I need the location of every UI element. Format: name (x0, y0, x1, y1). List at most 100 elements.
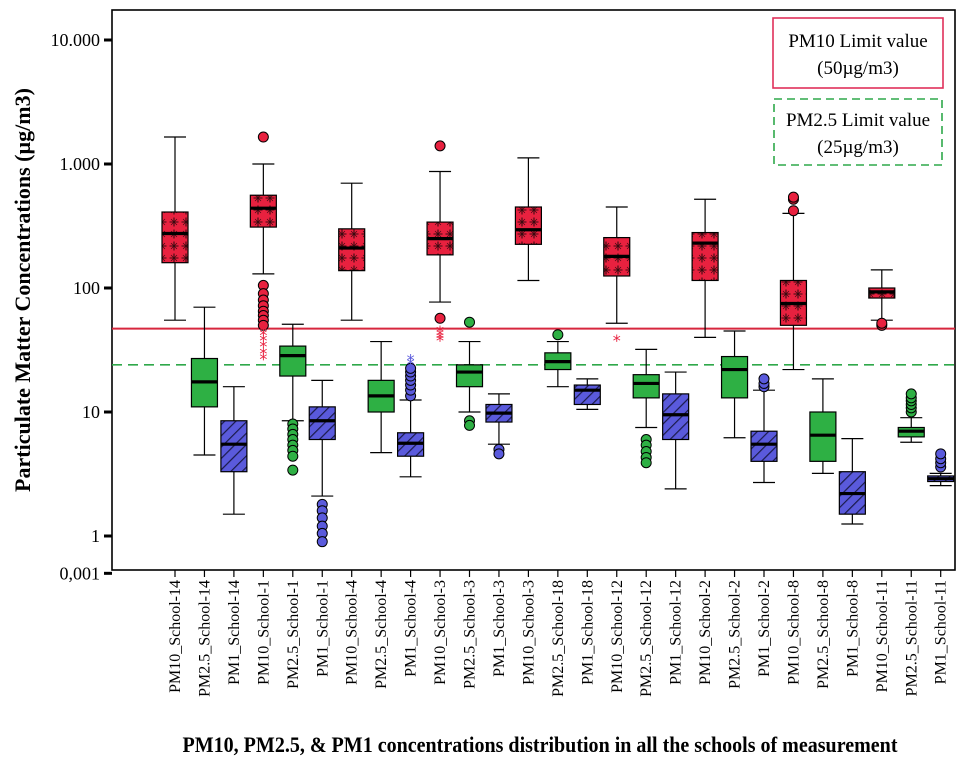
box-pm1-school-4: ** (397, 351, 425, 478)
box-pm2-5-school-14 (190, 306, 219, 456)
outlier-point (434, 312, 446, 324)
box-pm1-school-11 (927, 448, 955, 487)
outlier-star: * (259, 331, 267, 350)
box-pm2-5-school-2 (720, 330, 749, 439)
box-pm2-5-school-11 (897, 388, 925, 443)
x-tick-label: PM1_School-14 (226, 580, 243, 685)
svg-text:(50µg/m3): (50µg/m3) (817, 58, 899, 79)
box-pm2-5-school-3 (455, 316, 484, 431)
svg-text:PM2.5 Limit value: PM2.5 Limit value (786, 110, 930, 131)
iqr-box (750, 430, 778, 462)
x-tick-label: PM10_School-11 (874, 580, 891, 692)
x-tick-label: PM2.5_School-1 (285, 580, 302, 689)
x-tick-label: PM2.5_School-11 (903, 580, 920, 696)
outlier-star: * (436, 331, 444, 350)
outlier-star: * (436, 322, 444, 341)
x-tick-label: PM10_School-3 (432, 580, 449, 685)
box-pm1-school-1 (308, 379, 336, 548)
box-pm10-school-12: * (603, 206, 631, 350)
x-tick-label: PM2.5_School-3 (462, 580, 479, 689)
outlier-point (287, 450, 299, 462)
box-pm1-school-18 (573, 378, 601, 410)
y-tick-label: 0,001 (60, 563, 101, 583)
x-tick-label: PM10_School-2 (697, 580, 714, 685)
box-pm10-school-1: ****** (249, 131, 277, 369)
outlier-star: * (436, 326, 444, 345)
pm10-limit-legend: PM10 Limit value (50µg/m3) (772, 17, 944, 89)
box-pm10-school-3: **** (426, 140, 454, 350)
box-pm1-school-14 (220, 386, 248, 515)
x-tick-label: PM10_School-1 (255, 580, 272, 685)
iqr-box (662, 393, 690, 441)
iqr-box (514, 206, 543, 245)
x-tick-label: PM2.5_School-12 (638, 580, 655, 697)
outlier-point (434, 140, 446, 152)
outlier-star: * (436, 328, 444, 347)
x-tick-label: PM10_School-12 (609, 580, 626, 693)
outlier-star: * (259, 344, 267, 363)
box-pm10-school-3 (514, 157, 543, 282)
box-pm2-5-school-1 (279, 323, 307, 476)
outlier-star: * (259, 321, 267, 340)
box-pm1-school-8 (838, 438, 866, 525)
box-pm2-5-school-18 (544, 329, 572, 388)
iqr-box (573, 384, 601, 406)
iqr-box (249, 194, 277, 228)
outlier-point (787, 191, 799, 203)
outlier-star: * (259, 350, 267, 369)
outlier-star: * (407, 355, 415, 374)
iqr-box (691, 231, 719, 282)
outlier-point (287, 464, 299, 476)
x-axis-title: PM10, PM2.5, & PM1 concentrations distri… (183, 732, 899, 757)
iqr-box (632, 374, 660, 399)
outlier-star: * (407, 351, 415, 370)
box-pm10-school-8 (779, 191, 808, 371)
x-tick-label: PM10_School-3 (520, 580, 537, 685)
outlier-point (552, 329, 564, 341)
outlier-point (405, 362, 417, 374)
iqr-box (338, 228, 366, 272)
x-tick-label: PM1_School-12 (668, 580, 685, 685)
svg-text:(25µg/m3): (25µg/m3) (817, 137, 899, 158)
outlier-point (257, 319, 269, 331)
outlier-point (464, 419, 475, 431)
x-tick-label: PM2.5_School-18 (550, 580, 567, 697)
svg-text:PM10 Limit value: PM10 Limit value (788, 31, 927, 52)
iqr-box (455, 364, 484, 388)
box-pm10-school-11 (868, 269, 896, 331)
iqr-box (308, 406, 336, 441)
x-tick-label: PM1_School-4 (403, 580, 420, 677)
outlier-point (257, 131, 269, 143)
outlier-point (758, 373, 770, 385)
outlier-point (493, 448, 505, 460)
x-tick-label: PM10_School-8 (785, 580, 802, 685)
x-tick-label: PM1_School-3 (491, 580, 508, 677)
y-tick-label: 10 (82, 402, 100, 422)
x-tick-label: PM1_School-2 (756, 580, 773, 677)
box-pm10-school-14 (161, 136, 189, 321)
box-pm1-school-2 (750, 373, 778, 484)
outlier-star: * (613, 331, 621, 350)
pm25-limit-legend: PM2.5 Limit value (25µg/m3) (773, 98, 943, 166)
box-pm10-school-4 (338, 182, 366, 321)
y-tick-label: 1 (91, 526, 100, 546)
x-tick-label: PM10_School-14 (167, 580, 184, 693)
y-axis-title: Particulate Matter Concentrations (µg/m3… (10, 88, 35, 492)
x-tick-labels: PM10_School-14 PM2.5_School-14 PM1_School-… (167, 570, 950, 697)
outlier-point (935, 448, 947, 460)
x-tick-label: PM10_School-4 (344, 580, 361, 685)
x-tick-label: PM1_School-8 (844, 580, 861, 677)
outlier-point (316, 536, 328, 548)
outlier-star: * (259, 326, 267, 345)
x-tick-label: PM2.5_School-4 (373, 580, 390, 689)
y-tick-label: 10.000 (51, 30, 101, 50)
x-tick-label: PM1_School-1 (314, 580, 331, 677)
outlier-point (464, 316, 475, 328)
iqr-box (161, 211, 189, 264)
x-tick-label: PM2.5_School-2 (727, 580, 744, 689)
outlier-point (787, 205, 799, 217)
box-pm1-school-12 (662, 371, 690, 490)
outlier-point (640, 457, 652, 469)
x-tick-label: PM1_School-18 (579, 580, 596, 685)
